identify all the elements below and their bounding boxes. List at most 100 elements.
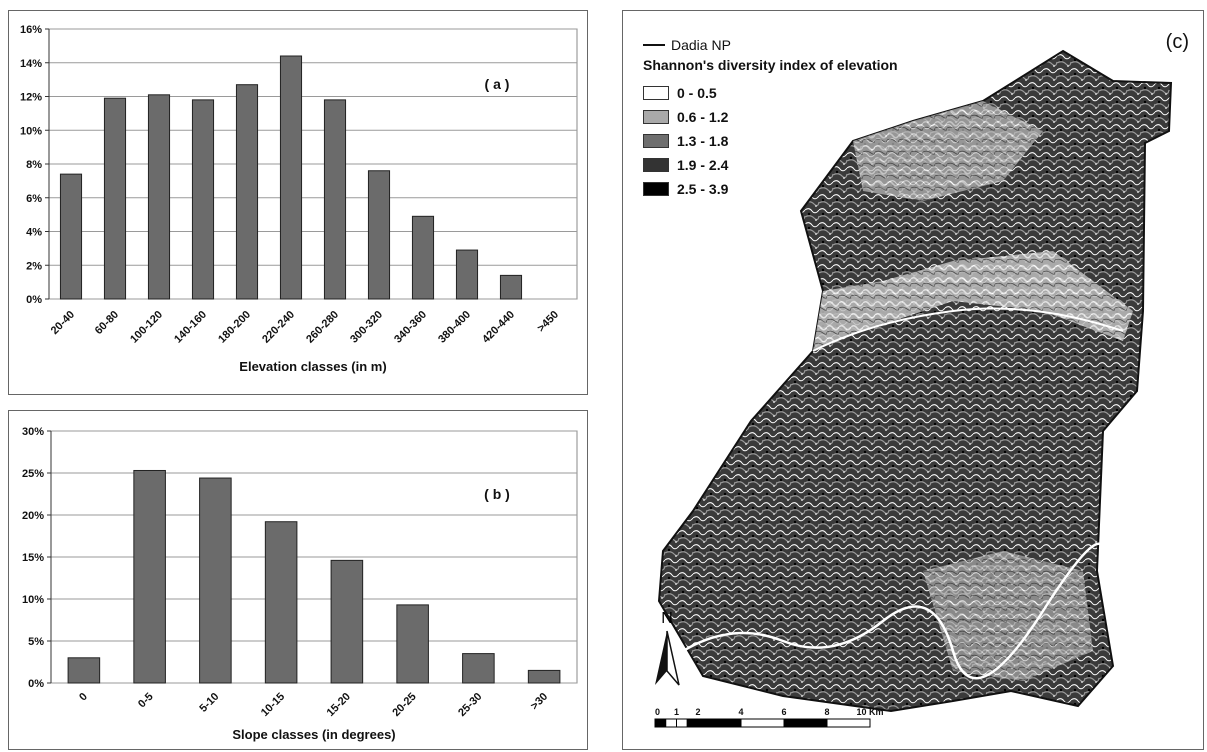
panel-label-c: (c) xyxy=(1165,31,1189,53)
legend-swatch xyxy=(643,158,669,172)
bar-300-320 xyxy=(367,170,391,300)
legend-swatch xyxy=(643,86,669,100)
x-tick-label: 180-200 xyxy=(216,309,253,346)
legend-item: 0 - 0.5 xyxy=(643,83,717,103)
river-line-2 xyxy=(812,307,1124,352)
x-tick-label: 380-400 xyxy=(436,309,473,346)
bar-20-40 xyxy=(59,173,83,300)
elevation-chart: 0%2%4%6%8%10%12%14%16%20-40 60-80 100-120 1… xyxy=(20,24,578,374)
bar-25-30 xyxy=(462,653,495,684)
legend-label: 0 - 0.5 xyxy=(677,85,717,101)
x-tick-label: 300-320 xyxy=(348,309,385,346)
scale-segment xyxy=(665,718,677,728)
bar-5-10 xyxy=(199,477,232,684)
elevation-chart-panel: 0% 2% 4% 6% 8% 10% 12% 14% 16% 20-40 60-80 100-120 1… xyxy=(8,10,588,395)
scale-segment xyxy=(654,718,667,728)
legend-item: 2.5 - 3.9 xyxy=(643,179,728,199)
y-tick-label: 16% xyxy=(20,24,42,36)
x-tick-label: 25-30 xyxy=(456,691,484,719)
y-tick-label: 10% xyxy=(20,125,42,137)
x-tick-label: 20-25 xyxy=(390,691,418,719)
boundary-line-symbol xyxy=(643,44,665,46)
diversity-map: N 0 1 2 4 6 8 10 Km xyxy=(654,49,1173,728)
valley-light-band xyxy=(813,251,1133,351)
y-tick-label: 5% xyxy=(28,636,44,648)
legend-swatch xyxy=(643,182,669,196)
scale-segment xyxy=(826,718,871,728)
bar-0-5 xyxy=(133,469,166,684)
bar-20-25 xyxy=(396,604,429,684)
x-axis-title: Elevation classes (in m) xyxy=(239,359,386,374)
y-tick-label: 15% xyxy=(22,552,44,564)
x-tick-label: >450 xyxy=(535,309,561,335)
x-tick-label: 340-360 xyxy=(392,309,429,346)
legend-label: 0.6 - 1.2 xyxy=(677,109,729,125)
bar-15-20 xyxy=(330,559,364,684)
x-tick-label: 260-280 xyxy=(304,309,341,346)
x-tick-label: 10-15 xyxy=(259,691,287,719)
scale-label: 8 xyxy=(824,707,829,717)
y-tick-label: 2% xyxy=(26,260,42,272)
boundary-legend-item: Dadia NP xyxy=(643,35,731,55)
x-axis-title: Slope classes (in degrees) xyxy=(232,727,395,742)
y-tick-label: 20% xyxy=(22,510,44,522)
x-tick-label: 60-80 xyxy=(93,309,121,337)
legend-swatch xyxy=(643,134,669,148)
y-tick-label: 10% xyxy=(22,594,44,606)
legend-item: 0.6 - 1.2 xyxy=(643,107,728,127)
scale-segment xyxy=(697,718,742,728)
scale-label: 0 xyxy=(655,707,660,717)
legend-label: 1.3 - 1.8 xyxy=(677,133,729,149)
scale-segment xyxy=(783,718,828,728)
x-tick-label: >30 xyxy=(529,691,551,713)
bar->30 xyxy=(527,669,561,684)
y-tick-label: 25% xyxy=(22,468,44,480)
scale-label: 1 xyxy=(674,707,679,717)
x-tick-label: 0-5 xyxy=(136,691,156,711)
x-tick-label: 0 xyxy=(77,691,90,704)
bar-180-200 xyxy=(235,84,259,300)
north-light-area xyxy=(853,101,1043,201)
legend-label: 2.5 - 3.9 xyxy=(677,181,729,197)
scale-segment xyxy=(676,718,688,728)
scale-bar: 0 1 2 4 6 8 10 Km xyxy=(654,707,884,728)
bar-10-15 xyxy=(264,521,298,684)
slope-chart-panel: 0% 5% 10% 15% 20% 25% 30% 0 0-5 5-10 10-15 15-20 20-… xyxy=(8,410,588,750)
bar-140-160 xyxy=(191,99,215,300)
panel-label: ( b ) xyxy=(484,486,510,502)
map-legend: Dadia NP Shannon's diversity index of el… xyxy=(643,35,963,225)
legend-item: 1.3 - 1.8 xyxy=(643,131,728,151)
x-tick-label: 20-40 xyxy=(49,309,77,337)
boundary-label: Dadia NP xyxy=(671,37,731,53)
legend-label: 1.9 - 2.4 xyxy=(677,157,729,173)
y-tick-label: 12% xyxy=(20,92,42,104)
legend-title: Shannon's diversity index of elevation xyxy=(643,57,898,73)
x-tick-label: 420-440 xyxy=(480,309,517,346)
y-tick-label: 14% xyxy=(20,58,42,70)
scale-label: 4 xyxy=(738,707,743,717)
x-tick-label: 140-160 xyxy=(172,309,209,346)
panel-label: ( a ) xyxy=(485,76,510,92)
legend-swatch xyxy=(643,110,669,124)
bar-340-360 xyxy=(411,215,435,300)
scale-label: 10 Km xyxy=(856,707,883,717)
bar-380-400 xyxy=(455,249,479,300)
park-boundary-region xyxy=(657,49,1173,713)
south-light-area xyxy=(923,551,1093,681)
north-arrow: N xyxy=(655,610,680,686)
x-tick-label: 15-20 xyxy=(325,691,353,719)
scale-label: 2 xyxy=(695,707,700,717)
slope-chart: 0% 5% 10% 15% 20% 25% 30% 0 0-5 5-10 10-15 15-20 20-… xyxy=(22,426,578,742)
bar-100-120 xyxy=(147,94,171,300)
y-tick-label: 30% xyxy=(22,426,44,438)
y-tick-label: 4% xyxy=(26,227,42,239)
y-tick-label: 0% xyxy=(28,678,44,690)
scale-segment xyxy=(740,718,785,728)
scale-segment xyxy=(686,718,699,728)
y-tick-label: 0% xyxy=(26,294,42,306)
north-label: N xyxy=(661,610,673,627)
x-tick-label: 5-10 xyxy=(197,691,221,715)
diversity-map-panel: N 0 1 2 4 6 8 10 Km Dadia NP Shannon's diversi… xyxy=(622,10,1204,750)
river-line xyxy=(682,542,1106,680)
y-tick-label: 6% xyxy=(26,193,42,205)
